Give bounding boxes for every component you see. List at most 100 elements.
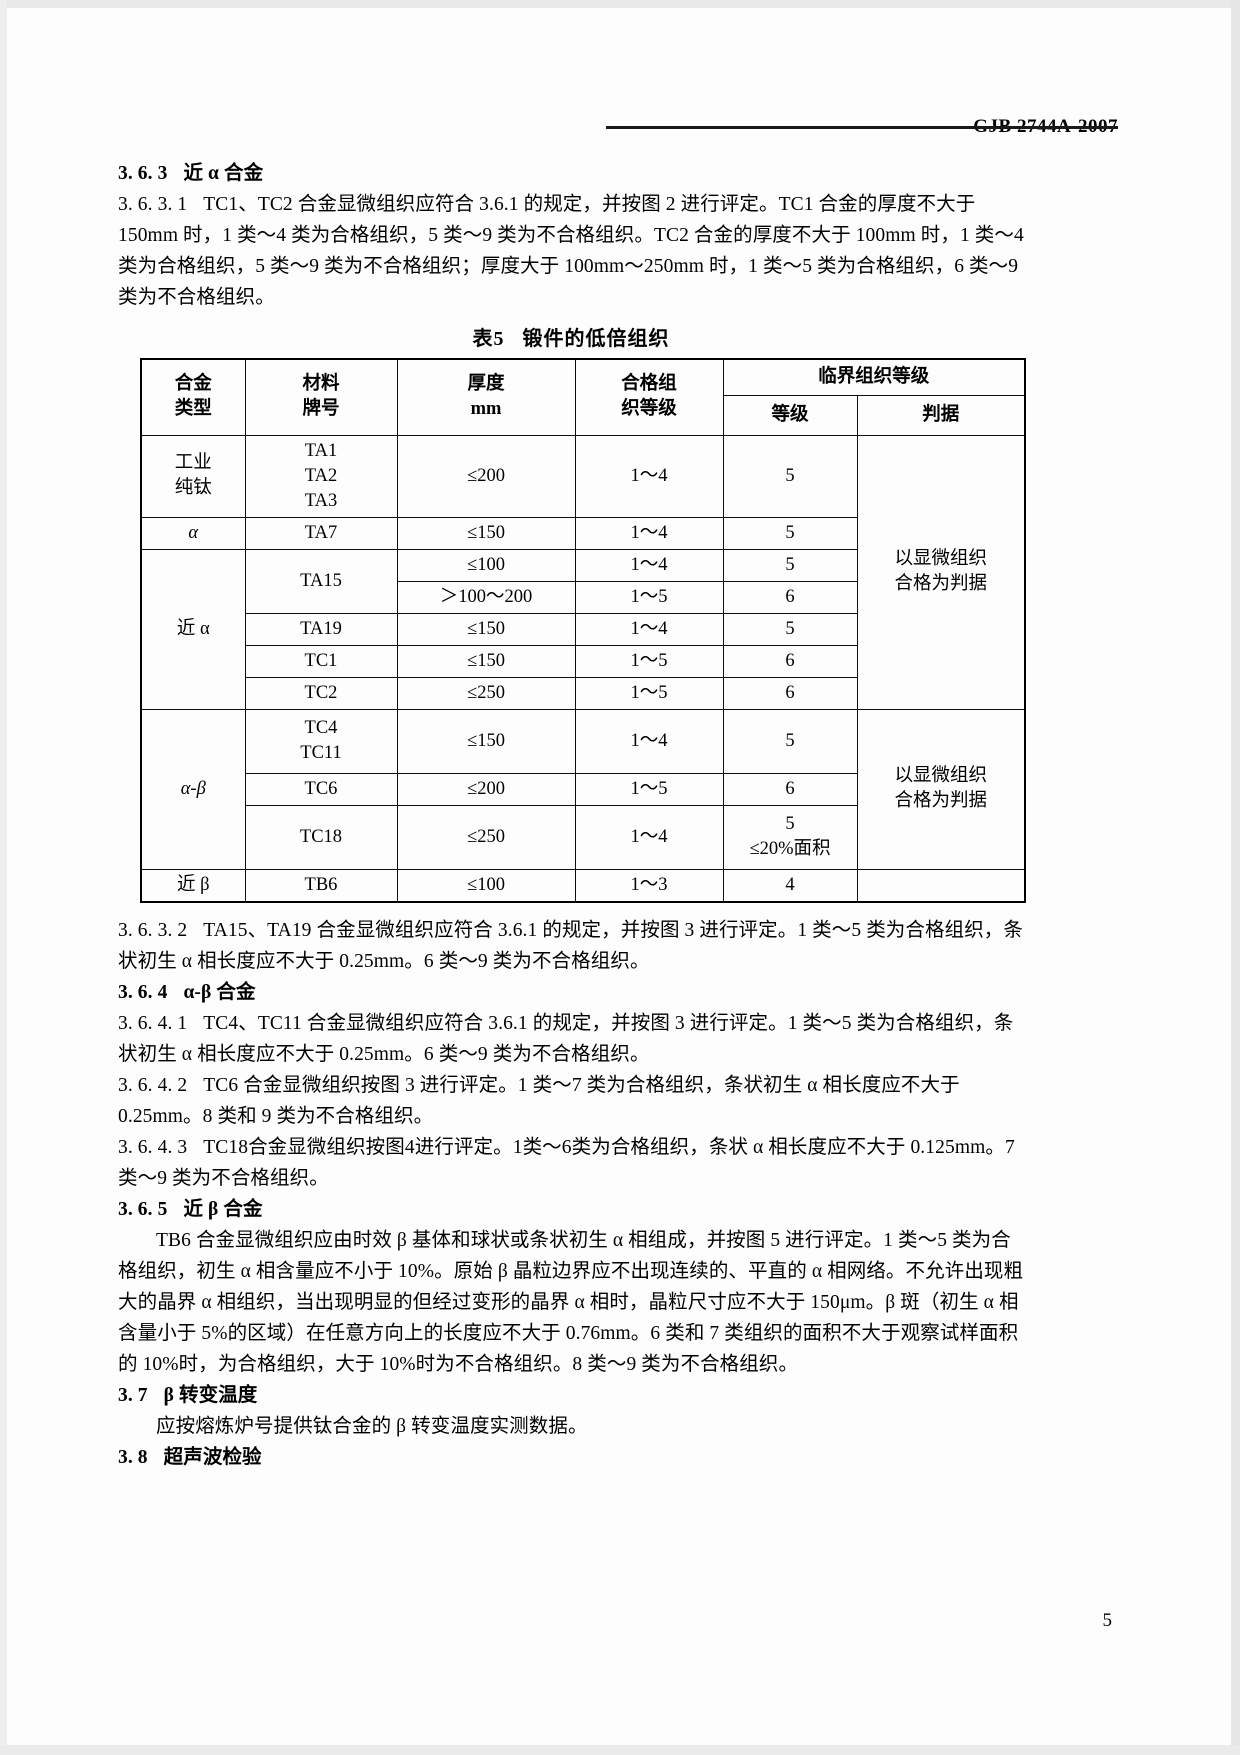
paragraph-number: 3. 6. 4. 2 (118, 1074, 188, 1096)
cell-grade-line1: TC4 (304, 718, 338, 738)
section-number: 3. 6. 3 (118, 163, 168, 184)
cell-critical-level: 5 (722, 516, 858, 550)
section-number: 3. 8 (118, 1446, 148, 1468)
cell-qualified: 1～5 (574, 644, 724, 678)
section-heading-3-7: 3. 7 β 转变温度 (118, 1380, 1024, 1411)
cell-critical-level: 5 ≤20%面积 (722, 804, 858, 870)
th-qualified-grade: 合格组 织等级 (574, 358, 724, 436)
cell-critical-basis-empty (856, 868, 1026, 902)
table-caption-text: 锻件的低倍组织 (522, 328, 670, 350)
th-alloy-type-line1: 合金 (174, 374, 212, 395)
scan-edge-left (0, 0, 7, 1755)
cell-grade-line1: TA1 (304, 440, 338, 461)
cell-thickness: ≤200 (396, 434, 576, 518)
cell-alloy-type: 近 β (140, 868, 246, 902)
section-heading-3-8: 3. 8 超声波检验 (118, 1442, 1024, 1473)
paragraph-number: 3. 6. 4. 1 (118, 1012, 188, 1034)
section-heading-3-6-5: 3. 6. 5 近 β 合金 (118, 1194, 1024, 1225)
paragraph-text: TA15、TA19 合金显微组织应符合 3.6.1 的规定，并按图 3 进行评定… (118, 919, 1023, 972)
section-number: 3. 6. 4 (118, 981, 168, 1003)
section-title: 近 α 合金 (183, 163, 264, 184)
section-title: 近 β 合金 (183, 1198, 263, 1220)
table-5-forging-macrostructure: 合金 类型 材料 牌号 厚度 mm 合格组 织等 (140, 358, 1027, 903)
cell-critical-level: 6 (722, 644, 858, 678)
cell-grade: TA19 (244, 612, 398, 646)
paragraph-text: TC6 合金显微组织按图 3 进行评定。1 类～7 类为合格组织，条状初生 α … (118, 1074, 960, 1127)
cell-alloy-type: α-β (140, 708, 246, 870)
cell-critical-level: 5 (722, 708, 858, 774)
page-number: 5 (1102, 1610, 1113, 1631)
paragraph-number: 3. 6. 3. 2 (118, 919, 188, 941)
scan-edge-top (0, 0, 1240, 8)
table-header-row-2: 等级 判据 (141, 394, 1026, 436)
th-critical-basis: 判据 (856, 394, 1026, 436)
th-qualified-grade-line1: 合格组 (621, 374, 677, 395)
cell-critical-level: 6 (722, 580, 858, 614)
th-material-grade-line1: 材料 (302, 374, 340, 395)
table-row: TC6 ≤200 1～5 6 (141, 772, 1025, 806)
cell-alloy-type: 近 α (140, 548, 246, 710)
table-row: ＞100～200 1～5 6 (141, 580, 1025, 614)
scan-edge-bottom (0, 1745, 1240, 1755)
cell-grade: TC6 (244, 772, 398, 806)
cell-thickness: ≤150 (396, 708, 576, 774)
section-title: α-β 合金 (183, 981, 256, 1003)
paragraph-number: 3. 6. 3. 1 (118, 194, 188, 215)
cell-thickness: ≤150 (396, 516, 576, 550)
cell-qualified: 1～4 (574, 548, 724, 582)
cell-thickness: ≤150 (396, 612, 576, 646)
cell-thickness: ≤250 (396, 676, 576, 710)
th-material-grade-line2: 牌号 (302, 399, 340, 420)
paragraph-number: 3. 6. 4. 3 (118, 1136, 188, 1158)
cell-alloy-type-text: α (188, 522, 199, 543)
section-heading-3-6-4: 3. 6. 4 α-β 合金 (118, 977, 1024, 1008)
th-alloy-type: 合金 类型 (140, 358, 246, 436)
cell-critical-level-line1: 5 (785, 814, 795, 834)
table-row: TA19 ≤150 1～4 5 (141, 612, 1025, 646)
paragraph-text: TC4、TC11 合金显微组织应符合 3.6.1 的规定，并按图 3 进行评定。… (118, 1012, 1014, 1065)
cell-critical-level: 5 (722, 612, 858, 646)
paragraph-3-7-body: 应按熔炼炉号提供钛合金的 β 转变温度实测数据。 (156, 1415, 588, 1437)
table-row: TC2 ≤250 1～5 6 (141, 676, 1025, 710)
cell-critical-level: 5 (722, 548, 858, 582)
cell-critical-level: 4 (722, 868, 858, 902)
table-caption-label: 表5 (472, 328, 505, 350)
cell-alloy-type: α (140, 516, 246, 550)
th-qualified-grade-line2: 织等级 (621, 399, 677, 420)
cell-critical-basis-line2: 合格为判据 (894, 574, 988, 594)
cell-grade: TA7 (244, 516, 398, 550)
paragraph-3-6-4-1: 3. 6. 4. 1 TC4、TC11 合金显微组织应符合 3.6.1 的规定，并… (118, 1008, 1024, 1070)
cell-critical-basis-line1: 以显微组织 (894, 549, 988, 569)
cell-grade: TB6 (244, 868, 398, 902)
paragraph-text: TC1、TC2 合金显微组织应符合 3.6.1 的规定，并按图 2 进行评定。T… (118, 194, 1024, 308)
section-number: 3. 6. 5 (118, 1198, 168, 1220)
cell-grade: TC4 TC11 (244, 708, 398, 774)
section-number: 3. 7 (118, 1384, 148, 1406)
cell-grade-line2: TC11 (300, 743, 342, 763)
cell-thickness: ≤100 (396, 548, 576, 582)
cell-grade-line3: TA3 (304, 490, 338, 511)
paragraph-3-6-3-1: 3. 6. 3. 1 TC1、TC2 合金显微组织应符合 3.6.1 的规定，并按… (118, 189, 1024, 313)
cell-alloy-type-line2: 纯钛 (174, 478, 212, 498)
cell-qualified: 1～4 (574, 708, 724, 774)
paragraph-3-6-5-body: TB6 合金显微组织应由时效 β 基体和球状或条状初生 α 相组成，并按图 5 … (118, 1229, 1024, 1375)
table-row: TC18 ≤250 1～4 5 ≤20%面积 (141, 804, 1025, 870)
cell-critical-level: 6 (722, 676, 858, 710)
cell-qualified: 1～5 (574, 676, 724, 710)
running-header: GJB 2744A-2007 (606, 116, 1118, 138)
cell-critical-level: 5 (722, 434, 858, 518)
cell-qualified: 1～4 (574, 516, 724, 550)
cell-qualified: 1～5 (574, 772, 724, 806)
cell-qualified: 1～3 (574, 868, 724, 902)
th-critical-group: 临界组织等级 (722, 358, 1026, 396)
th-thickness: 厚度 mm (396, 358, 576, 436)
cell-alloy-type: 工业 纯钛 (140, 434, 246, 518)
cell-alloy-type-line1: 工业 (174, 453, 212, 473)
th-alloy-type-line2: 类型 (174, 399, 212, 420)
th-critical-level: 等级 (722, 394, 858, 436)
section-title: 超声波检验 (163, 1446, 262, 1468)
th-thickness-line2: mm (470, 399, 502, 420)
cell-thickness: ≤250 (396, 804, 576, 870)
